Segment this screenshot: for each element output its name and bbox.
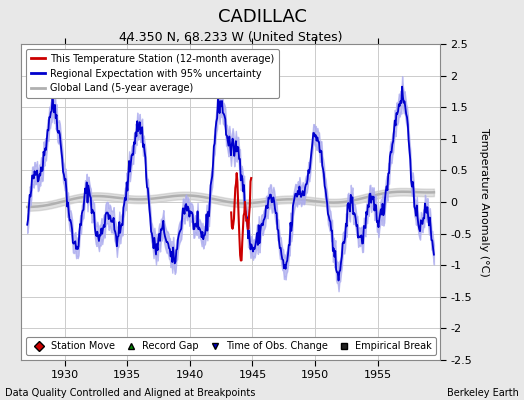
Legend: Station Move, Record Gap, Time of Obs. Change, Empirical Break: Station Move, Record Gap, Time of Obs. C… xyxy=(26,337,436,355)
Text: Data Quality Controlled and Aligned at Breakpoints: Data Quality Controlled and Aligned at B… xyxy=(5,388,256,398)
Title: 44.350 N, 68.233 W (United States): 44.350 N, 68.233 W (United States) xyxy=(119,31,342,44)
Text: CADILLAC: CADILLAC xyxy=(217,8,307,26)
Y-axis label: Temperature Anomaly (°C): Temperature Anomaly (°C) xyxy=(479,128,489,276)
Text: Berkeley Earth: Berkeley Earth xyxy=(447,388,519,398)
